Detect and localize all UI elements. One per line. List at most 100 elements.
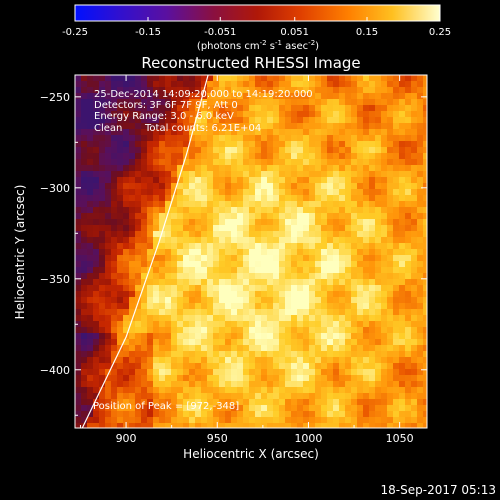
heatmap-cell bbox=[309, 357, 315, 363]
heatmap-cell bbox=[423, 171, 427, 177]
heatmap-cell bbox=[291, 291, 297, 297]
heatmap-cell bbox=[249, 369, 255, 375]
heatmap-cell bbox=[399, 243, 405, 249]
heatmap-cell bbox=[99, 351, 105, 357]
heatmap-cell bbox=[105, 249, 111, 255]
heatmap-cell bbox=[123, 327, 129, 333]
heatmap-cell bbox=[81, 117, 87, 123]
heatmap-cell bbox=[369, 219, 375, 225]
heatmap-cell bbox=[423, 399, 427, 405]
heatmap-cell bbox=[327, 195, 333, 201]
heatmap-cell bbox=[423, 147, 427, 153]
heatmap-cell bbox=[261, 219, 267, 225]
heatmap-cell bbox=[393, 273, 399, 279]
heatmap-cell bbox=[267, 183, 273, 189]
heatmap-cell bbox=[363, 339, 369, 345]
heatmap-cell bbox=[387, 351, 393, 357]
heatmap-cell bbox=[159, 165, 165, 171]
heatmap-cell bbox=[237, 141, 243, 147]
heatmap-cell bbox=[231, 147, 237, 153]
heatmap-cell bbox=[147, 381, 153, 387]
heatmap-cell bbox=[423, 285, 427, 291]
heatmap-cell bbox=[153, 417, 159, 423]
heatmap-cell bbox=[315, 165, 321, 171]
heatmap-cell bbox=[171, 195, 177, 201]
heatmap-cell bbox=[375, 321, 381, 327]
heatmap-cell bbox=[249, 423, 255, 428]
heatmap-cell bbox=[369, 327, 375, 333]
heatmap-cell bbox=[87, 87, 93, 93]
heatmap-cell bbox=[105, 375, 111, 381]
heatmap-cell bbox=[363, 387, 369, 393]
heatmap-cell bbox=[249, 333, 255, 339]
heatmap-cell bbox=[315, 75, 321, 81]
heatmap-cell bbox=[177, 393, 183, 399]
heatmap-cell bbox=[141, 363, 147, 369]
heatmap-cell bbox=[75, 153, 81, 159]
heatmap-cell bbox=[195, 357, 201, 363]
heatmap-cell bbox=[201, 375, 207, 381]
heatmap-cell bbox=[267, 117, 273, 123]
heatmap-cell bbox=[81, 411, 87, 417]
heatmap-cell bbox=[399, 393, 405, 399]
heatmap-cell bbox=[291, 369, 297, 375]
heatmap-cell bbox=[315, 135, 321, 141]
heatmap-cell bbox=[141, 213, 147, 219]
heatmap-cell bbox=[273, 333, 279, 339]
heatmap-cell bbox=[249, 171, 255, 177]
heatmap-cell bbox=[117, 195, 123, 201]
heatmap-cell bbox=[297, 405, 303, 411]
heatmap-cell bbox=[261, 387, 267, 393]
heatmap-cell bbox=[279, 393, 285, 399]
heatmap-cell bbox=[327, 105, 333, 111]
heatmap-cell bbox=[291, 261, 297, 267]
heatmap-cell bbox=[147, 225, 153, 231]
heatmap-cell bbox=[285, 231, 291, 237]
heatmap-cell bbox=[351, 285, 357, 291]
heatmap-cell bbox=[315, 273, 321, 279]
heatmap-cell bbox=[141, 345, 147, 351]
heatmap-cell bbox=[93, 417, 99, 423]
heatmap-cell bbox=[291, 219, 297, 225]
heatmap-cell bbox=[249, 279, 255, 285]
heatmap-cell bbox=[405, 93, 411, 99]
heatmap-cell bbox=[153, 375, 159, 381]
heatmap-cell bbox=[153, 237, 159, 243]
heatmap-cell bbox=[75, 141, 81, 147]
heatmap-cell bbox=[261, 351, 267, 357]
heatmap-cell bbox=[297, 129, 303, 135]
heatmap-cell bbox=[375, 75, 381, 81]
heatmap-cell bbox=[315, 237, 321, 243]
heatmap-cell bbox=[141, 129, 147, 135]
heatmap-cell bbox=[231, 321, 237, 327]
heatmap-cell bbox=[285, 225, 291, 231]
heatmap-cell bbox=[321, 153, 327, 159]
heatmap-cell bbox=[309, 105, 315, 111]
heatmap-cell bbox=[123, 387, 129, 393]
heatmap-cell bbox=[411, 99, 417, 105]
heatmap-cell bbox=[219, 237, 225, 243]
heatmap-cell bbox=[93, 195, 99, 201]
heatmap-cell bbox=[225, 147, 231, 153]
heatmap-cell bbox=[279, 261, 285, 267]
heatmap-cell bbox=[135, 315, 141, 321]
heatmap-cell bbox=[207, 249, 213, 255]
heatmap-cell bbox=[399, 405, 405, 411]
heatmap-cell bbox=[237, 93, 243, 99]
heatmap-cell bbox=[75, 111, 81, 117]
heatmap-cell bbox=[177, 279, 183, 285]
heatmap-cell bbox=[393, 303, 399, 309]
heatmap-cell bbox=[171, 381, 177, 387]
heatmap-cell bbox=[303, 81, 309, 87]
heatmap-cell bbox=[129, 75, 135, 81]
heatmap-cell bbox=[153, 207, 159, 213]
heatmap-cell bbox=[195, 141, 201, 147]
heatmap-cell bbox=[147, 141, 153, 147]
heatmap-cell bbox=[135, 333, 141, 339]
heatmap-cell bbox=[123, 381, 129, 387]
heatmap-cell bbox=[309, 399, 315, 405]
heatmap-cell bbox=[399, 309, 405, 315]
heatmap-cell bbox=[423, 177, 427, 183]
heatmap-cell bbox=[201, 183, 207, 189]
heatmap-cell bbox=[405, 123, 411, 129]
